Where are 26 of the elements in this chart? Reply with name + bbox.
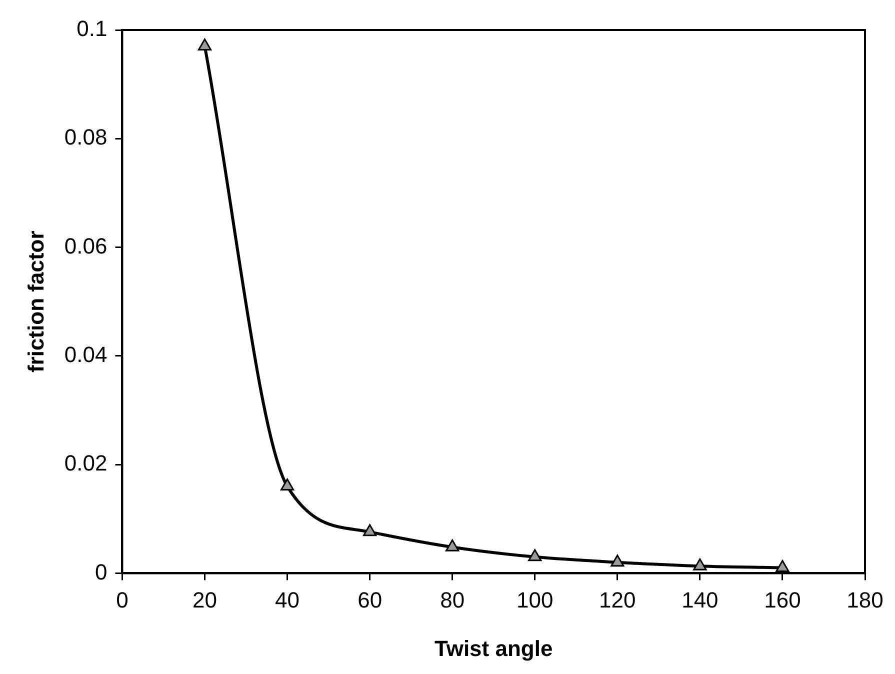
y-tick-label: 0 — [94, 559, 108, 584]
point — [446, 539, 460, 552]
x-tick-label: 180 — [846, 587, 884, 612]
y-tick-label: 0.06 — [64, 233, 108, 258]
x-tick-label: 0 — [116, 587, 128, 612]
point — [198, 38, 212, 51]
point — [363, 524, 377, 536]
x-tick-label: 140 — [682, 587, 718, 612]
point — [693, 558, 707, 570]
y-tick-label: 0.08 — [64, 124, 108, 150]
x-tick-label: 100 — [516, 587, 554, 612]
x-tick-label: 160 — [764, 587, 801, 612]
x-tick-label: 60 — [358, 587, 382, 612]
point — [610, 554, 624, 567]
point — [776, 560, 790, 572]
y-tick-label: 0.02 — [64, 450, 108, 476]
y-tick-label: 0.1 — [76, 16, 108, 42]
x-axis-title: Twist angle — [434, 636, 553, 661]
point — [280, 478, 294, 491]
x-tick-label: 80 — [440, 587, 465, 612]
x-tick-label: 120 — [599, 587, 636, 612]
x-tick-label: 40 — [275, 587, 300, 612]
point — [528, 549, 542, 562]
x-tick-label: 20 — [192, 587, 217, 612]
y-tick-label: 0.04 — [64, 342, 108, 367]
y-axis-title: friction factor — [23, 230, 48, 372]
